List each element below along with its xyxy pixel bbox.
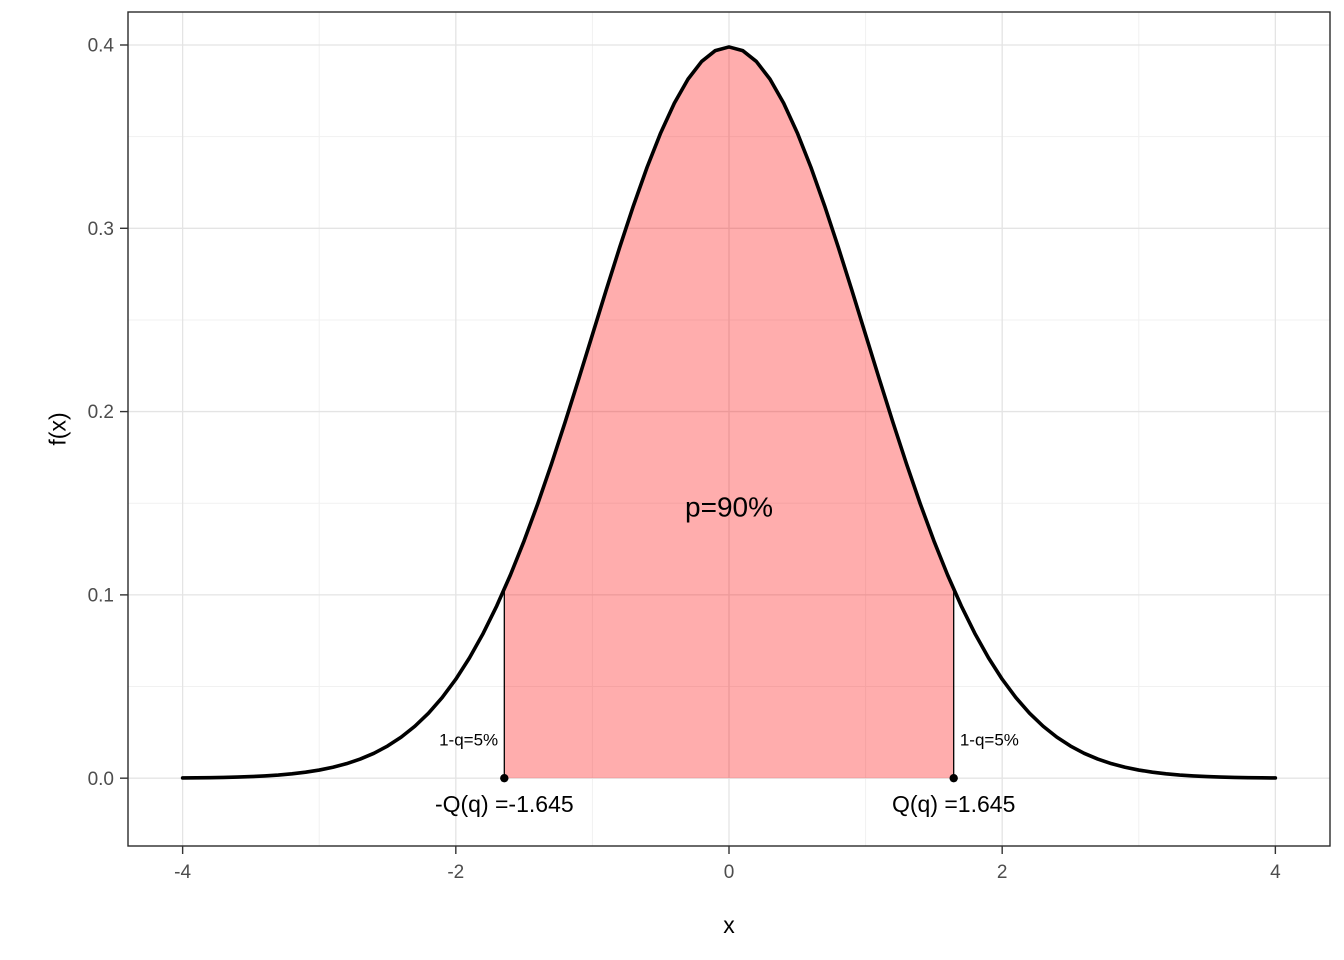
y-axis-title: f(x): [44, 412, 71, 446]
y-tick-label: 0.1: [88, 586, 114, 607]
annotation-text: 1-q=5%: [960, 731, 1019, 750]
y-tick-label: 0.2: [88, 402, 114, 423]
y-tick-label: 0.0: [88, 769, 114, 790]
x-tick-label: -4: [174, 862, 191, 883]
y-tick-label: 0.3: [88, 219, 114, 240]
density-curve: [180, 45, 1278, 780]
y-tick-label: 0.4: [88, 36, 115, 57]
quantile-point: [949, 773, 958, 783]
x-tick-label: -2: [447, 862, 464, 883]
annotation-text: -Q(q) =-1.645: [435, 791, 574, 817]
x-axis-title: x: [723, 912, 735, 938]
annotation-text: Q(q) =1.645: [892, 791, 1015, 817]
annotation-text: 1-q=5%: [439, 731, 498, 750]
x-tick-label: 2: [997, 862, 1008, 883]
annotation-text: p=90%: [685, 492, 773, 523]
quantile-point: [500, 773, 509, 783]
shaded-probability-area: [504, 46, 954, 779]
x-tick-label: 0: [724, 862, 735, 883]
x-tick-label: 4: [1270, 862, 1281, 883]
